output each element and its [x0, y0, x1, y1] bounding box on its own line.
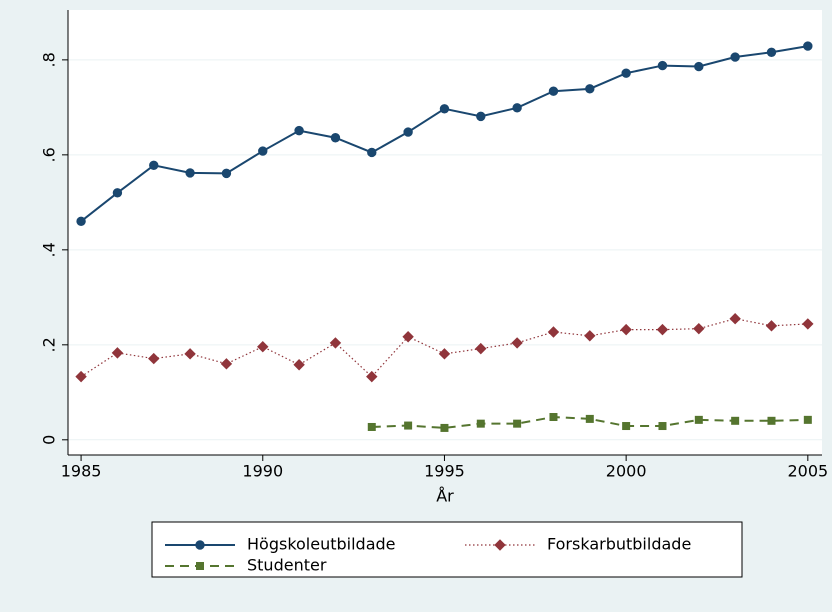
data-point [404, 421, 413, 430]
data-point [76, 216, 86, 227]
legend-marker [195, 540, 205, 550]
data-point [511, 337, 523, 349]
data-point [367, 422, 376, 431]
legend-label: Studenter [247, 556, 327, 575]
data-point [656, 323, 669, 336]
data-point [257, 341, 269, 353]
legend-marker [196, 562, 204, 570]
data-point [765, 320, 778, 332]
data-point [513, 419, 522, 428]
data-point [403, 127, 413, 137]
data-point [622, 422, 631, 431]
data-point [149, 160, 159, 170]
data-point [221, 168, 232, 179]
y-tick-label: 0 [40, 435, 59, 445]
x-tick-label: 2005 [787, 462, 828, 481]
data-point [694, 61, 704, 72]
data-point [148, 352, 160, 365]
data-point [547, 326, 560, 338]
y-tick-label: .2 [40, 337, 59, 352]
data-point [731, 416, 740, 425]
data-point [111, 347, 124, 359]
data-point [803, 41, 813, 51]
x-tick-label: 1985 [61, 462, 102, 481]
data-point [621, 68, 631, 78]
data-point [548, 86, 559, 96]
data-point [476, 111, 486, 122]
data-point [185, 168, 195, 178]
data-point [620, 323, 632, 336]
data-point [694, 415, 703, 424]
data-point [184, 348, 196, 360]
data-point [440, 423, 449, 432]
x-axis-label: År [436, 487, 454, 506]
y-tick-label: .4 [40, 242, 59, 257]
data-point [729, 312, 741, 325]
data-point [766, 47, 777, 57]
data-point [512, 103, 522, 113]
legend-label: Forskarbutbildade [547, 535, 691, 554]
data-point [329, 337, 342, 349]
legend-box [151, 521, 743, 578]
data-point [258, 146, 268, 156]
y-tick-label: .8 [40, 52, 59, 67]
data-point [657, 60, 668, 71]
y-tick-label: .6 [40, 147, 59, 162]
plot-area [68, 10, 822, 455]
data-point [730, 52, 740, 62]
data-point [584, 330, 596, 342]
data-point [438, 348, 451, 360]
data-point [693, 322, 705, 335]
data-point [803, 415, 812, 424]
data-point [585, 84, 595, 94]
data-point [367, 147, 377, 158]
data-point [75, 370, 87, 383]
data-point [294, 125, 304, 136]
legend-label: Högskoleutbildade [247, 535, 396, 554]
data-point [802, 318, 814, 330]
x-tick-label: 2000 [606, 462, 647, 481]
data-point [112, 188, 123, 198]
data-point [549, 413, 558, 422]
data-point [767, 416, 776, 425]
data-point [658, 422, 667, 431]
x-tick-label: 1990 [242, 462, 283, 481]
legend-marker [494, 539, 506, 551]
x-tick-label: 1995 [424, 462, 465, 481]
data-point [439, 104, 450, 114]
data-point [220, 358, 233, 370]
data-point [475, 342, 487, 355]
data-point [476, 419, 485, 428]
data-point [366, 370, 378, 383]
data-point [330, 133, 341, 143]
data-point [585, 414, 594, 423]
data-point [402, 331, 414, 343]
data-point [293, 359, 305, 371]
